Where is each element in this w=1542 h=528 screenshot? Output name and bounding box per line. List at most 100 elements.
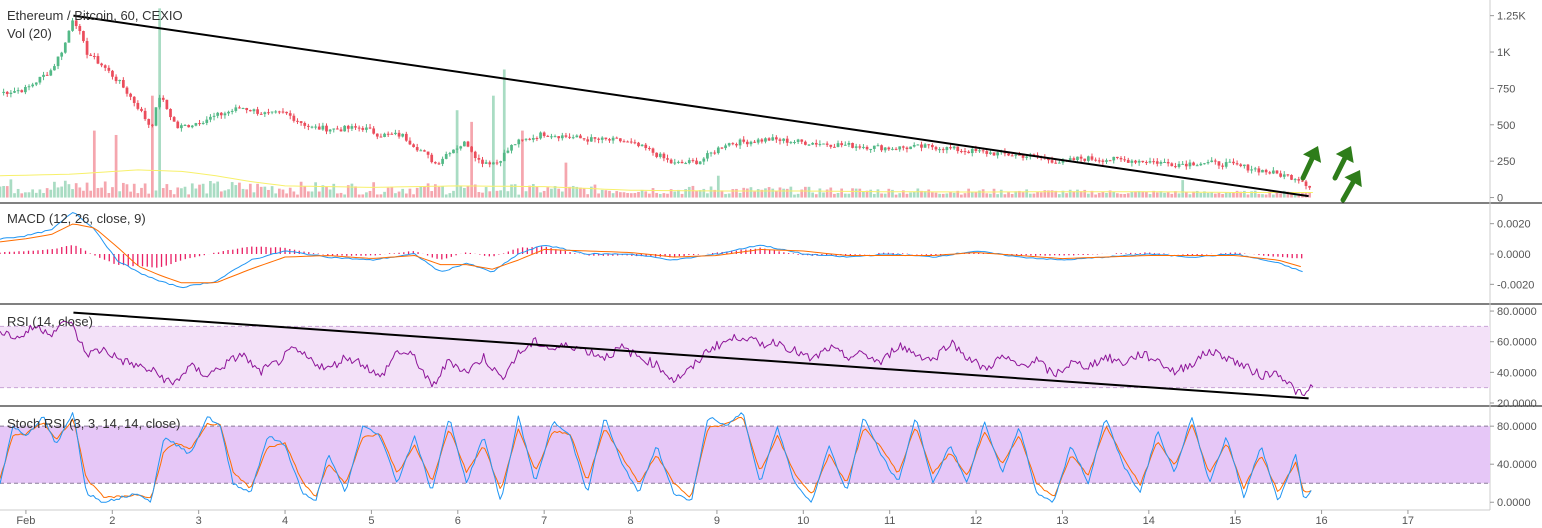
- volume-bar: [949, 192, 952, 198]
- volume-bar: [140, 187, 143, 198]
- candle-body: [553, 136, 557, 138]
- candle-body: [1275, 170, 1279, 174]
- candle-body: [858, 146, 862, 148]
- volume-bar: [727, 193, 731, 198]
- candle-body: [539, 132, 542, 139]
- candle-body: [804, 141, 807, 145]
- volume-bar: [564, 162, 568, 198]
- candle-body: [920, 144, 923, 148]
- volume-bar: [528, 185, 532, 198]
- volume-bar: [379, 194, 383, 198]
- up-arrow-3-head: [1344, 170, 1362, 188]
- volume-bar: [513, 184, 517, 198]
- candle-body: [1112, 156, 1116, 161]
- volume-bar: [227, 189, 230, 198]
- candle-body: [1072, 158, 1076, 161]
- candle-body: [1301, 180, 1304, 182]
- volume-bar: [550, 188, 553, 198]
- candle-body: [190, 125, 194, 128]
- macd-axis-tick-label: -0.0020: [1497, 279, 1534, 291]
- candle-body: [477, 158, 481, 160]
- volume-bar: [1025, 189, 1029, 198]
- candle-body: [521, 139, 524, 141]
- volume-bar: [847, 193, 851, 198]
- candle-body: [1123, 159, 1126, 161]
- volume-bar: [753, 191, 756, 198]
- volume-bar: [785, 188, 789, 198]
- volume-bar: [557, 188, 561, 198]
- candle-body: [1079, 156, 1083, 159]
- volume-bar: [256, 183, 259, 198]
- volume-bar: [1043, 190, 1047, 198]
- candle-body: [1192, 162, 1195, 166]
- candle-body: [42, 74, 45, 77]
- candle-body: [778, 139, 782, 141]
- candle-body: [513, 144, 517, 146]
- volume-bar: [60, 186, 64, 198]
- candle-body: [296, 120, 299, 122]
- volume-bar: [495, 190, 499, 198]
- volume-bar: [1181, 180, 1185, 198]
- candle-body: [20, 90, 24, 93]
- candle-body: [1210, 160, 1214, 163]
- candle-body: [31, 84, 35, 87]
- volume-bar: [604, 190, 608, 198]
- volume-bar: [368, 190, 372, 198]
- volume-bar: [1050, 190, 1054, 198]
- volume-bar: [1083, 189, 1087, 198]
- volume-bar: [1206, 192, 1210, 198]
- price-axis-tick-label: 750: [1497, 83, 1515, 95]
- candle-body: [1010, 155, 1014, 157]
- volume-bar: [684, 189, 688, 198]
- volume-bar: [357, 194, 361, 198]
- candle-body: [499, 161, 503, 163]
- volume-bar: [608, 190, 611, 198]
- volume-bar: [923, 191, 927, 198]
- candle-body: [1050, 160, 1054, 163]
- volume-bar: [1177, 193, 1181, 198]
- candle-body: [466, 141, 470, 147]
- candle-body: [67, 30, 71, 43]
- candle-body: [317, 126, 321, 130]
- volume-bar: [782, 188, 785, 198]
- candle-body: [745, 141, 749, 145]
- volume-bar: [1221, 193, 1224, 198]
- candle-body: [1203, 163, 1206, 165]
- stoch-rsi-pane-title: Stoch RSI (3, 3, 14, 14, close): [7, 416, 181, 431]
- candle-body: [1086, 156, 1090, 161]
- candle-body: [930, 144, 934, 148]
- volume-bar: [1268, 191, 1272, 198]
- volume-bar: [484, 187, 488, 198]
- volume-bar: [1203, 191, 1206, 198]
- volume-bar: [1159, 191, 1163, 198]
- volume-bar: [13, 193, 16, 198]
- volume-bar: [259, 186, 263, 198]
- volume-bar: [945, 193, 949, 198]
- volume-bar: [169, 189, 172, 198]
- candle-body: [604, 137, 608, 140]
- candle-body: [1228, 161, 1232, 163]
- volume-bar: [1094, 194, 1097, 198]
- volume-bar: [96, 188, 100, 198]
- volume-bar: [172, 194, 176, 198]
- candle-body: [883, 147, 887, 151]
- stoch-axis-tick-label: 40.0000: [1497, 459, 1537, 471]
- candle-body: [241, 108, 245, 110]
- candle-body: [9, 92, 13, 94]
- candle-body: [713, 152, 717, 154]
- volume-bar: [952, 192, 956, 198]
- volume-bar: [586, 194, 590, 198]
- time-axis-tick-label: 14: [1143, 515, 1155, 527]
- candle-body: [248, 110, 252, 112]
- candle-body: [198, 123, 201, 125]
- volume-bar: [147, 193, 151, 198]
- candle-body: [492, 162, 495, 165]
- volume-bar: [288, 187, 292, 198]
- candle-body: [56, 56, 60, 67]
- candle-body: [622, 141, 626, 143]
- candle-body: [1137, 160, 1141, 163]
- volume-bar: [455, 110, 459, 198]
- rsi-band: [0, 326, 1490, 388]
